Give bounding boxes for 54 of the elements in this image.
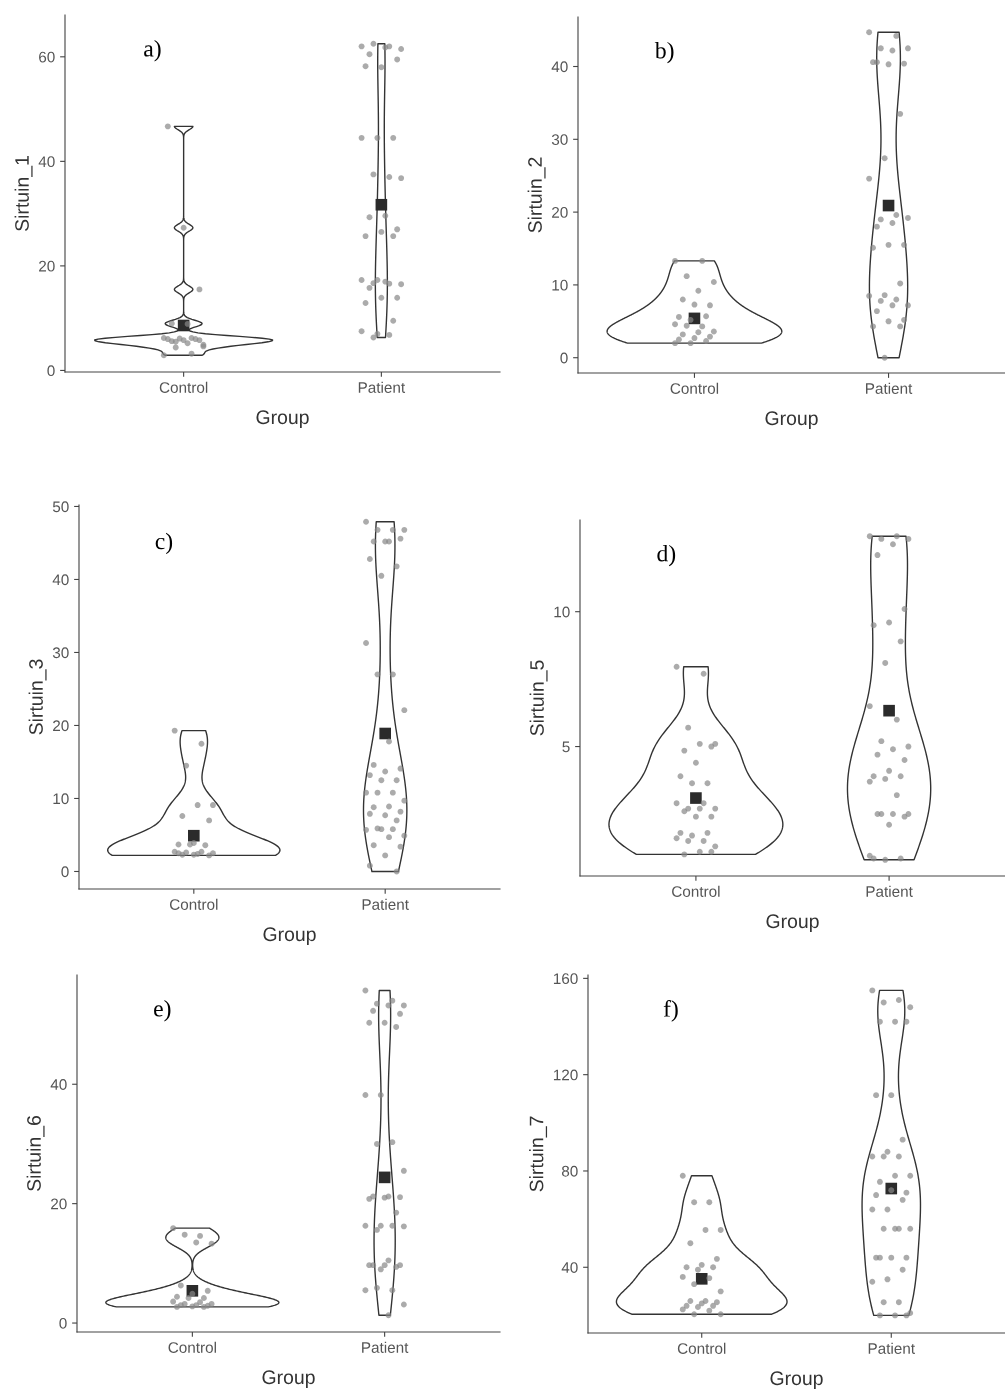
- x-axis-title: Group: [765, 411, 818, 429]
- x-tick-label: Control: [670, 382, 719, 394]
- x-tick-label: Control: [169, 898, 218, 910]
- y-tick-label: 30: [551, 134, 568, 145]
- y-tick-label: 10: [554, 606, 570, 618]
- y-tick-label: 80: [561, 1165, 578, 1177]
- y-tick-label: 10: [552, 279, 568, 291]
- y-tick-label: 40: [38, 156, 55, 168]
- y-tick-label: 10: [53, 793, 69, 805]
- y-axis-title: Sirtuin_7: [529, 1116, 548, 1192]
- x-tick-label: Control: [159, 381, 208, 393]
- y-tick-label: 120: [553, 1069, 578, 1081]
- annotation: b): [654, 41, 674, 64]
- x-tick-label: Patient: [358, 381, 406, 393]
- y-tick-label: 40: [561, 1262, 578, 1273]
- y-tick-label: 30: [52, 647, 69, 659]
- y-tick-label: 20: [53, 720, 69, 732]
- y-tick-label: 0: [59, 1317, 67, 1329]
- y-tick-label: 50: [52, 501, 69, 513]
- x-tick-label: Patient: [866, 885, 913, 897]
- x-tick-label: Patient: [866, 382, 913, 394]
- y-tick-label: 0: [560, 352, 568, 364]
- x-tick-label: Patient: [868, 1342, 915, 1354]
- annotation: e): [154, 999, 171, 1022]
- x-tick-label: Control: [168, 1341, 216, 1353]
- y-tick-label: 20: [552, 206, 568, 218]
- y-tick-label: 40: [50, 1079, 67, 1090]
- x-axis-title: Group: [770, 1371, 823, 1389]
- x-axis-title: Group: [256, 410, 309, 428]
- y-tick-label: 40: [52, 574, 69, 586]
- x-tick-label: Patient: [362, 1341, 409, 1353]
- y-tick-label: 20: [51, 1198, 67, 1210]
- y-tick-label: 5: [562, 741, 570, 753]
- y-axis-title: Sirtuin_6: [26, 1115, 45, 1191]
- y-tick-label: 0: [61, 866, 69, 878]
- y-tick-label: 0: [47, 365, 55, 377]
- y-tick-label: 60: [39, 51, 55, 63]
- x-tick-label: Control: [677, 1342, 726, 1354]
- y-tick-label: 40: [551, 61, 568, 73]
- x-tick-label: Patient: [362, 898, 409, 910]
- y-axis-title: Sirtuin_2: [527, 157, 546, 233]
- annotation: a): [144, 39, 161, 62]
- annotation: c): [155, 532, 173, 555]
- x-axis-title: Group: [263, 927, 316, 945]
- y-tick-label: 160: [553, 973, 578, 985]
- x-axis-title: Group: [262, 1370, 315, 1388]
- y-tick-label: 20: [39, 260, 55, 272]
- y-axis-title: Sirtuin_5: [529, 660, 548, 736]
- annotation: d): [657, 544, 676, 567]
- x-axis-title: Group: [766, 914, 819, 932]
- annotation: f): [663, 999, 678, 1022]
- y-axis-title: Sirtuin_1: [14, 156, 33, 231]
- y-axis-title: Sirtuin_3: [28, 659, 47, 735]
- x-tick-label: Control: [672, 885, 720, 897]
